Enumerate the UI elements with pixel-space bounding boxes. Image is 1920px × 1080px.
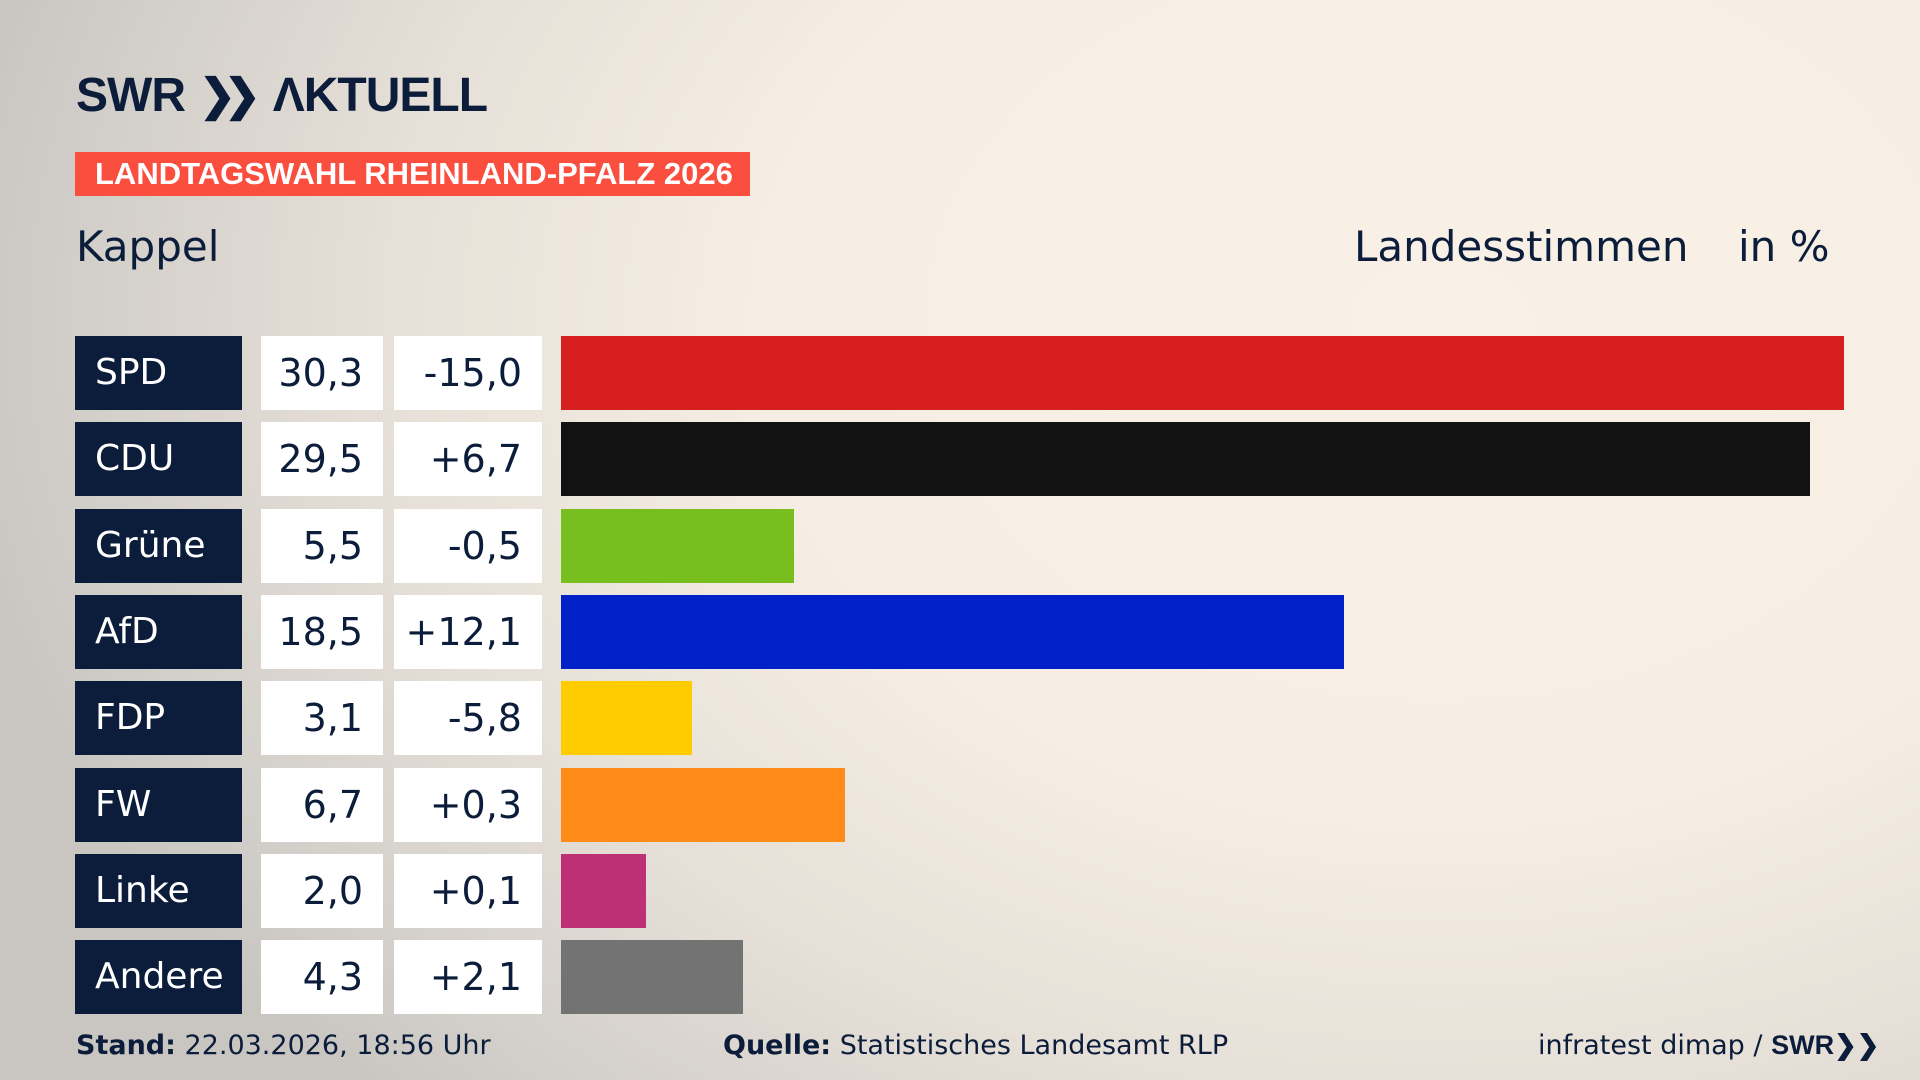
source: Quelle: Statistisches Landesamt RLP bbox=[723, 1030, 1229, 1061]
chevron-icon: ❯❯ bbox=[198, 71, 261, 120]
bar bbox=[561, 681, 693, 756]
bar bbox=[561, 853, 646, 928]
credit: infratest dimap / SWR❯❯ bbox=[1538, 1030, 1880, 1061]
unit-label: in % bbox=[1738, 222, 1830, 271]
bar bbox=[561, 336, 1844, 410]
value-label: 6,7 bbox=[261, 767, 383, 842]
measure-label: Landesstimmen bbox=[1354, 222, 1689, 271]
bar bbox=[561, 594, 1345, 669]
value-label: 5,5 bbox=[261, 508, 383, 583]
party-label: Andere bbox=[75, 940, 242, 1015]
value-label: 2,0 bbox=[261, 853, 383, 928]
value-label: 18,5 bbox=[261, 594, 383, 669]
diff-label: +12,1 bbox=[394, 594, 542, 669]
diff-label: +6,7 bbox=[394, 422, 542, 497]
election-tag: LANDTAGSWAHL RHEINLAND-PFALZ 2026 bbox=[75, 152, 750, 196]
party-label: SPD bbox=[75, 336, 242, 410]
party-label: AfD bbox=[75, 594, 242, 669]
party-label: CDU bbox=[75, 422, 242, 497]
party-label: FDP bbox=[75, 681, 242, 756]
party-label: Grüne bbox=[75, 508, 242, 583]
diff-label: +2,1 bbox=[394, 940, 542, 1015]
diff-label: +0,1 bbox=[394, 853, 542, 928]
value-label: 3,1 bbox=[261, 681, 383, 756]
party-label: Linke bbox=[75, 853, 242, 928]
diff-label: -5,8 bbox=[394, 681, 542, 756]
swr-aktuell-logo: SWR ❯❯ ΛKTUELL bbox=[76, 69, 488, 122]
place-title: Kappel bbox=[76, 222, 220, 271]
diff-label: -0,5 bbox=[394, 508, 542, 583]
bar bbox=[561, 422, 1811, 497]
bar bbox=[561, 767, 845, 842]
swr-logo: SWR❯❯ bbox=[1771, 1030, 1880, 1060]
value-label: 4,3 bbox=[261, 940, 383, 1015]
party-label: FW bbox=[75, 767, 242, 842]
stand: Stand: 22.03.2026, 18:56 Uhr bbox=[76, 1030, 491, 1061]
bar bbox=[561, 940, 744, 1015]
value-label: 29,5 bbox=[261, 422, 383, 497]
diff-label: +0,3 bbox=[394, 767, 542, 842]
bar bbox=[561, 508, 794, 583]
diff-label: -15,0 bbox=[394, 336, 542, 410]
value-label: 30,3 bbox=[261, 336, 383, 410]
